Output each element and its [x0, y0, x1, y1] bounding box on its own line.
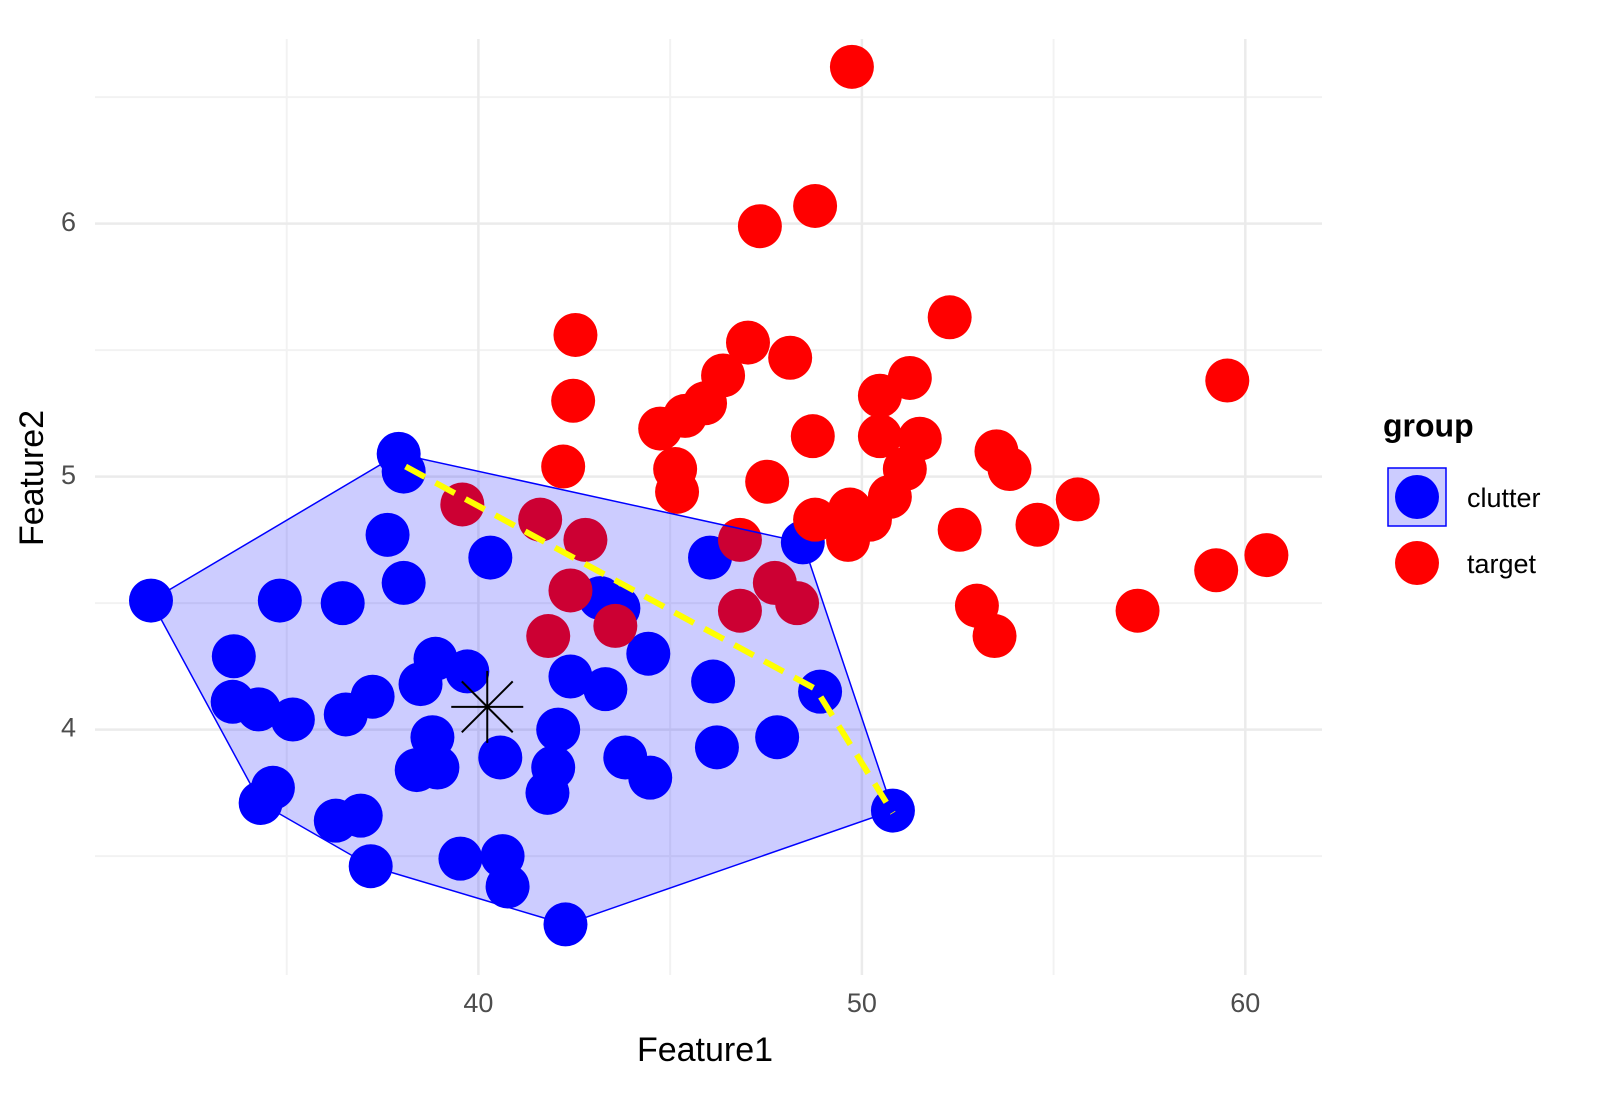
point	[541, 444, 586, 489]
point	[829, 44, 874, 89]
centroid	[451, 670, 524, 743]
legend-label: target	[1467, 549, 1537, 579]
point	[937, 507, 982, 552]
y-tick-label: 5	[61, 460, 76, 490]
point	[398, 662, 443, 707]
legend-label: clutter	[1467, 483, 1541, 513]
point	[211, 634, 256, 679]
point	[381, 560, 426, 605]
legend-marker	[1395, 475, 1439, 519]
point	[775, 581, 820, 626]
point	[694, 725, 739, 770]
legend-title: group	[1383, 407, 1474, 443]
boundary-line	[404, 463, 896, 815]
point	[1205, 358, 1250, 403]
point	[1194, 548, 1239, 593]
point	[553, 312, 598, 357]
point	[1115, 588, 1160, 633]
point	[468, 535, 513, 580]
point	[381, 449, 426, 494]
point	[365, 512, 410, 557]
point	[725, 320, 770, 365]
point	[485, 864, 530, 909]
point	[270, 697, 315, 742]
x-axis-title: Feature1	[637, 1031, 773, 1069]
point	[717, 517, 762, 562]
point	[583, 667, 628, 712]
point	[548, 568, 593, 613]
point	[857, 414, 902, 459]
point	[793, 183, 838, 228]
point	[1055, 477, 1100, 522]
point	[790, 414, 835, 459]
point	[768, 335, 813, 380]
point	[536, 707, 581, 752]
centroid-stroke	[461, 680, 514, 734]
point	[927, 295, 972, 340]
point	[638, 406, 683, 451]
point	[626, 631, 671, 676]
point	[593, 603, 638, 648]
point	[755, 715, 800, 760]
point	[972, 614, 1017, 659]
point	[1244, 533, 1289, 578]
y-tick-label: 4	[61, 713, 76, 743]
point	[887, 355, 932, 400]
point	[350, 674, 395, 719]
y-tick-label: 6	[61, 207, 76, 237]
point	[478, 735, 523, 780]
point	[737, 204, 782, 249]
point	[717, 588, 762, 633]
point	[438, 836, 483, 881]
point	[745, 459, 790, 504]
point	[525, 770, 570, 815]
point	[793, 497, 838, 542]
point	[415, 745, 460, 790]
point	[691, 659, 736, 704]
point	[987, 447, 1032, 492]
point	[798, 669, 843, 714]
point	[1015, 502, 1060, 547]
x-tick-label: 60	[1230, 988, 1260, 1018]
point	[445, 649, 490, 694]
point	[526, 614, 571, 659]
point	[628, 755, 673, 800]
point	[826, 517, 871, 562]
point	[236, 687, 281, 732]
point	[320, 581, 365, 626]
x-tick-label: 40	[463, 988, 493, 1018]
legend-marker	[1395, 541, 1439, 585]
point	[250, 765, 295, 810]
point	[257, 578, 302, 623]
point	[655, 469, 700, 514]
point	[548, 654, 593, 699]
point	[563, 517, 608, 562]
hull	[149, 453, 894, 926]
point	[551, 378, 596, 423]
x-tick-label: 50	[847, 988, 877, 1018]
y-axis-title: Feature2	[13, 410, 51, 546]
point	[338, 793, 383, 838]
